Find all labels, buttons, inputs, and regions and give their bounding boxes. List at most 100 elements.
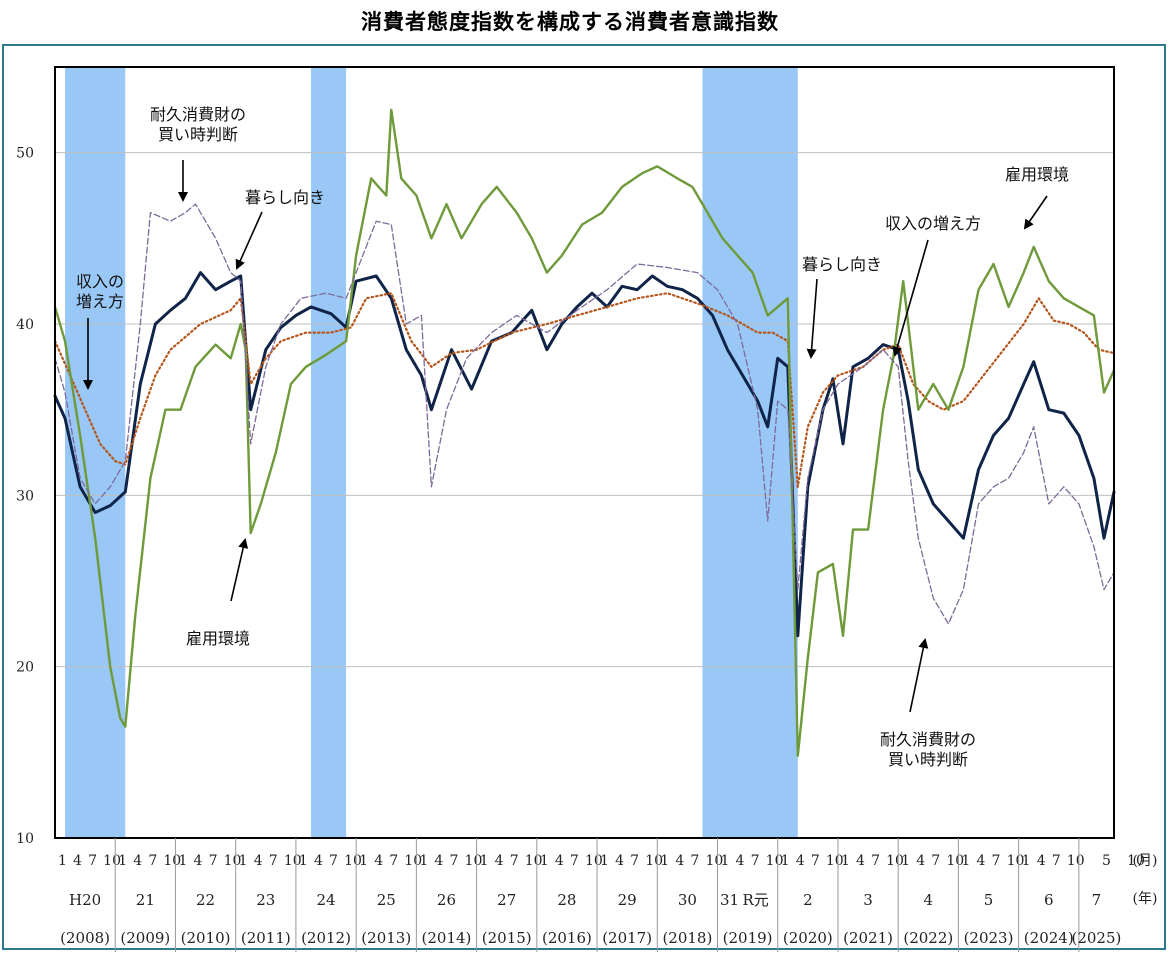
era-year-label: 6 (1044, 891, 1054, 909)
plot-border (54, 66, 1115, 839)
month-tick-label: 7 (389, 853, 398, 869)
grid-lines (55, 152, 1114, 668)
ad-year-label: (2014) (422, 929, 472, 947)
era-year-label: R元 (742, 891, 768, 909)
month-tick-label: 10 (946, 853, 964, 869)
month-tick-label: 7 (510, 853, 519, 869)
month-tick-label: 4 (254, 853, 263, 869)
era-year-label: 27 (497, 891, 516, 909)
month-tick-label: 4 (916, 853, 925, 869)
month-tick-label: 4 (495, 853, 504, 869)
ad-year-label: (2020) (783, 929, 833, 947)
ad-year-label: (2015) (482, 929, 532, 947)
month-tick-label: 7 (209, 853, 218, 869)
chart-title: 消費者態度指数を構成する消費者意識指数 (361, 10, 779, 34)
month-tick-label: 4 (1037, 853, 1046, 869)
month-tick-label: 10 (705, 853, 723, 869)
month-tick-label: 4 (976, 853, 985, 869)
month-tick-label: 10 (103, 853, 121, 869)
era-year-label: 28 (557, 891, 576, 909)
annotation-arrow (806, 278, 818, 359)
ad-year-label: (2024) (1024, 929, 1074, 947)
chart-frame (2, 44, 1166, 950)
month-tick-label: 7 (570, 853, 579, 869)
month-tick-label: 4 (194, 853, 203, 869)
month-tick-label: 1 (419, 853, 428, 869)
annotation-employment-2: 雇用環境 (1005, 165, 1069, 230)
recession-band-0 (65, 67, 126, 838)
month-tick-label: 4 (736, 853, 745, 869)
month-tick-label: 4 (856, 853, 865, 869)
annotation-label: 暮らし向き (802, 255, 882, 274)
month-tick-label: 1 (841, 853, 850, 869)
month-tick-label: 10 (645, 853, 663, 869)
month-tick-label: 1 (299, 853, 308, 869)
ad-year-label: (2018) (662, 929, 712, 947)
year-unit-label: (年) (1133, 891, 1158, 907)
recession-bands (65, 67, 798, 838)
annotation-arrow (892, 239, 929, 357)
month-tick-label: 1 (901, 853, 910, 869)
ad-year-label: (2022) (903, 929, 953, 947)
ad-year-label: (2012) (301, 929, 351, 947)
month-tick-label: 1 (721, 853, 730, 869)
era-year-label: 26 (437, 891, 456, 909)
annotation-label: 暮らし向き (245, 188, 325, 207)
month-unit-label: (月) (1133, 853, 1158, 869)
month-tick-label: 4 (73, 853, 82, 869)
month-tick-label: 1 (178, 853, 187, 869)
era-year-label: 31 (720, 891, 739, 909)
month-tick-label: 10 (284, 853, 302, 869)
era-year-label: 21 (136, 891, 155, 909)
annotation-label: 雇用環境 (1005, 165, 1069, 184)
month-tick-label: 1 (1022, 853, 1031, 869)
month-tick-label: 4 (374, 853, 383, 869)
ad-year-label: (2011) (241, 929, 291, 947)
month-tick-label: 7 (931, 853, 940, 869)
month-tick-label: 4 (615, 853, 624, 869)
era-year-label: 25 (377, 891, 396, 909)
recession-band-1 (310, 67, 347, 838)
month-tick-label: 4 (314, 853, 323, 869)
month-tick-label: 10 (585, 853, 603, 869)
month-tick-label: 1 (600, 853, 609, 869)
series-lines (53, 108, 1116, 757)
month-tick-label: 7 (449, 853, 458, 869)
annotation-living-1: 暮らし向き (235, 188, 325, 270)
annotation-arrow (235, 211, 263, 270)
annotation-label: 雇用環境 (186, 629, 250, 648)
month-tick-label: 7 (630, 853, 639, 869)
era-year-label: 2 (803, 891, 813, 909)
ad-year-label: (2009) (120, 929, 170, 947)
month-tick-label: 7 (329, 853, 338, 869)
month-tick-label: 5 (1102, 853, 1111, 869)
ad-year-label: (2010) (181, 929, 231, 947)
annotation-arrow (1023, 195, 1048, 230)
annotations: 耐久消費財の買い時判断暮らし向き収入の増え方雇用環境雇用環境収入の増え方暮らし向… (76, 105, 1069, 769)
recession-band-2 (702, 67, 798, 838)
month-tick-label: 1 (239, 853, 248, 869)
month-tick-label: 1 (118, 853, 127, 869)
month-tick-label: 7 (992, 853, 1001, 869)
month-tick-label: 10 (766, 853, 784, 869)
ad-year-label: (2017) (602, 929, 652, 947)
month-tick-label: 10 (163, 853, 181, 869)
month-tick-label: 1 (660, 853, 669, 869)
month-tick-label: 4 (675, 853, 684, 869)
month-tick-label: 4 (555, 853, 564, 869)
era-year-label: 4 (924, 891, 934, 909)
y-tick-label: 50 (16, 146, 34, 162)
month-tick-label: 1 (58, 853, 67, 869)
annotation-label: 収入の増え方 (885, 214, 981, 233)
series-line-0 (53, 271, 1116, 638)
month-tick-label: 10 (224, 853, 242, 869)
y-tick-label: 30 (16, 488, 34, 504)
annotation-label: 買い時判断 (888, 750, 968, 769)
series-line-1 (53, 292, 1116, 488)
month-tick-label: 10 (404, 853, 422, 869)
y-tick-label: 20 (16, 660, 34, 676)
annotation-label: 耐久消費財の (150, 105, 246, 124)
